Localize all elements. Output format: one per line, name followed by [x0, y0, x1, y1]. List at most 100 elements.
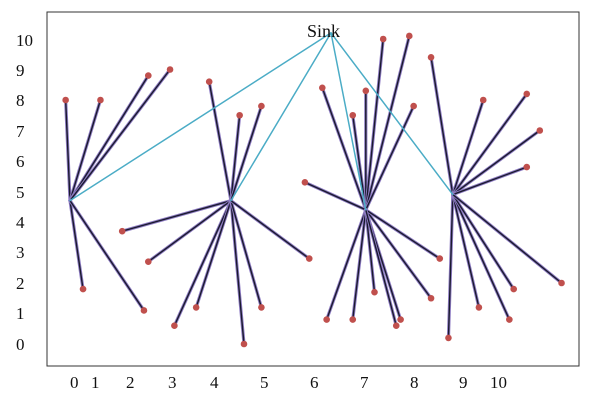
cluster-edge — [147, 199, 232, 263]
x-tick-label: 1 — [91, 373, 100, 392]
sensor-node — [258, 102, 265, 110]
sensor-nodes — [62, 32, 565, 348]
sensor-node — [349, 111, 357, 119]
y-tick-label: 9 — [16, 61, 25, 80]
sensor-node — [79, 285, 87, 293]
cluster-edge — [452, 93, 528, 196]
sensor-node — [258, 304, 265, 311]
y-tick-label: 4 — [16, 213, 25, 232]
cluster-edge — [230, 105, 263, 202]
sensor-node — [406, 32, 413, 40]
x-tick-label: 6 — [310, 373, 319, 392]
y-tick-label: 7 — [16, 122, 25, 141]
sensor-node — [349, 316, 357, 323]
sensor-node — [362, 87, 370, 95]
cluster-edge — [452, 166, 528, 196]
cluster-edge — [69, 199, 145, 312]
sensor-node — [410, 102, 417, 110]
x-tick-label: 10 — [490, 373, 507, 392]
sensor-node — [397, 316, 404, 323]
cluster-edge — [452, 193, 511, 321]
sensor-node — [523, 163, 531, 171]
cluster-edge — [173, 199, 232, 327]
plot-frame — [46, 11, 580, 367]
y-tick-label: 2 — [16, 274, 25, 293]
cluster-edge — [230, 199, 310, 260]
sensor-node — [427, 294, 435, 302]
sink-link — [330, 32, 454, 196]
sensor-node — [558, 279, 565, 287]
cluster-edge — [365, 38, 384, 211]
y-axis-ticks: 0 1 2 3 4 5 6 7 8 9 10 — [16, 31, 33, 354]
cluster-edge — [69, 74, 150, 202]
sensor-node — [145, 258, 152, 265]
sensor-node — [510, 285, 517, 293]
cluster-edge — [230, 199, 245, 345]
sink-links — [69, 32, 454, 211]
sensor-node — [62, 96, 69, 104]
sink-label: Sink — [307, 21, 340, 41]
cluster-edge — [452, 193, 515, 290]
y-tick-label: 6 — [16, 152, 25, 171]
y-tick-label: 0 — [16, 335, 25, 354]
x-tick-label: 4 — [210, 373, 219, 392]
cluster-edge — [230, 114, 241, 202]
cluster-edge — [325, 209, 367, 321]
cluster-edge — [365, 209, 397, 327]
x-tick-label: 3 — [168, 373, 177, 392]
cluster-edge — [69, 199, 84, 290]
x-tick-label: 7 — [360, 373, 369, 392]
cluster-edge — [69, 99, 102, 202]
cluster-edge — [352, 114, 367, 211]
sensor-node — [240, 340, 248, 348]
y-tick-label: 5 — [16, 183, 25, 202]
y-tick-label: 1 — [16, 304, 25, 323]
cluster-edge — [365, 209, 441, 260]
sensor-node — [475, 304, 483, 311]
sensor-node — [319, 84, 326, 92]
sensor-node — [523, 90, 531, 98]
x-tick-label: 0 — [70, 373, 79, 392]
cluster-edge — [352, 209, 367, 321]
sensor-node — [371, 288, 378, 296]
sensor-node — [166, 66, 174, 73]
sensor-node — [118, 227, 126, 235]
cluster-edge — [452, 99, 484, 196]
cluster-edge — [69, 68, 171, 202]
sensor-node — [236, 111, 243, 119]
x-axis-ticks: 0 1 2 3 4 5 6 7 8 9 10 — [70, 373, 507, 392]
sensor-node — [436, 255, 444, 262]
sensor-node — [479, 96, 487, 104]
sensor-node — [506, 316, 513, 323]
sensor-node — [379, 35, 387, 43]
x-tick-label: 9 — [459, 373, 468, 392]
sensor-node — [323, 316, 330, 323]
y-tick-label: 10 — [16, 31, 33, 50]
sensor-node — [427, 54, 435, 61]
cluster-edge — [365, 105, 415, 211]
sensor-node — [97, 96, 104, 104]
sensor-node — [192, 304, 200, 311]
cluster-edge — [304, 181, 367, 211]
cluster-edge — [121, 199, 232, 232]
y-tick-label: 8 — [16, 91, 25, 110]
sink-link — [330, 32, 367, 211]
sensor-node — [171, 322, 178, 330]
sensor-node — [145, 72, 152, 79]
cluster-edge — [452, 193, 563, 284]
sensor-node — [536, 127, 544, 134]
cluster-edge — [365, 209, 432, 299]
x-tick-label: 2 — [126, 373, 135, 392]
x-tick-label: 8 — [410, 373, 419, 392]
cluster-edge — [64, 99, 71, 202]
cluster-edges — [64, 34, 564, 346]
cluster-edge — [208, 80, 232, 202]
cluster-edge — [195, 199, 232, 309]
sensor-node — [140, 307, 148, 314]
sink-link — [230, 32, 332, 202]
x-tick-label: 5 — [260, 373, 269, 392]
cluster-edge — [321, 87, 367, 211]
sensor-node — [392, 322, 400, 330]
cluster-edge — [230, 199, 263, 309]
